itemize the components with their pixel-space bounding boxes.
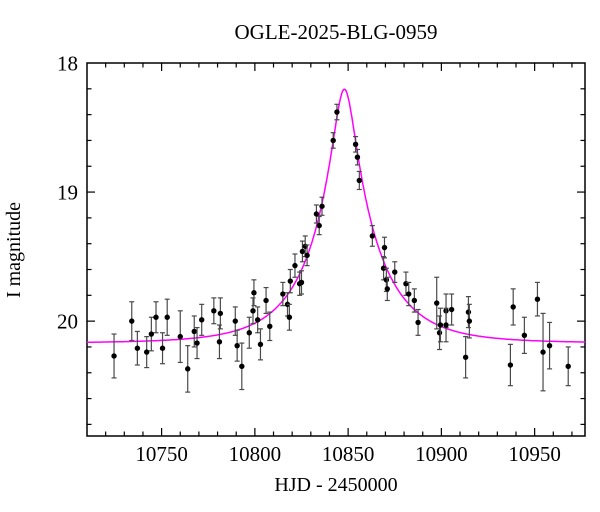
- data-point: [534, 296, 541, 302]
- data-point: [354, 154, 361, 160]
- data-point: [521, 332, 528, 339]
- data-point: [239, 363, 245, 370]
- data-point: [437, 322, 444, 328]
- data-point: [313, 211, 320, 217]
- data-point: [298, 279, 305, 286]
- data-point: [263, 297, 269, 304]
- data-point: [199, 317, 205, 323]
- x-axis-label: HJD - 2450000: [274, 474, 397, 496]
- data-point: [280, 291, 286, 297]
- data-point: [540, 349, 546, 355]
- data-point: [267, 323, 273, 329]
- data-point: [257, 341, 264, 348]
- data-point: [292, 262, 298, 269]
- x-tick-label: 10750: [135, 442, 188, 466]
- data-point: [448, 306, 455, 313]
- data-point: [330, 137, 336, 144]
- data-point: [191, 328, 197, 335]
- data-point: [462, 354, 469, 360]
- data-point: [250, 308, 256, 314]
- data-point: [164, 314, 170, 320]
- data-point: [143, 349, 150, 355]
- y-tick-label: 20: [57, 310, 78, 334]
- data-point: [316, 222, 322, 229]
- plot-frame: [86, 62, 586, 437]
- data-point: [415, 319, 421, 326]
- data-point: [369, 233, 376, 239]
- data-point: [356, 177, 363, 184]
- data-point: [159, 345, 166, 351]
- data-point: [299, 248, 306, 255]
- data-point: [406, 291, 412, 297]
- data-point: [510, 304, 516, 310]
- data-point: [286, 314, 293, 320]
- data-point: [246, 330, 252, 336]
- x-tick-label: 10850: [322, 442, 375, 466]
- data-point: [443, 322, 449, 328]
- model-curve: [87, 88, 585, 343]
- data-point: [352, 141, 359, 148]
- data-point: [148, 331, 155, 337]
- data-point: [254, 317, 261, 323]
- data-point: [465, 309, 472, 315]
- data-point: [384, 286, 390, 292]
- data-point: [129, 318, 135, 324]
- data-point: [232, 318, 238, 324]
- data-point: [565, 363, 571, 370]
- data-point: [436, 330, 443, 336]
- data-point: [466, 318, 473, 324]
- x-tick-label: 10800: [229, 442, 282, 466]
- data-point: [194, 340, 200, 346]
- data-point: [392, 269, 398, 275]
- data-point: [381, 244, 388, 251]
- x-tick-label: 10900: [415, 442, 468, 466]
- data-point: [319, 203, 325, 209]
- data-point: [177, 333, 183, 340]
- data-point: [380, 265, 387, 271]
- data-point: [153, 314, 159, 320]
- x-tick-label: 10950: [508, 442, 561, 466]
- data-point: [287, 278, 294, 284]
- data-point: [185, 366, 191, 372]
- data-point: [334, 109, 340, 115]
- data-point: [507, 362, 514, 368]
- data-point: [383, 277, 390, 283]
- y-axis-label: I magnitude: [3, 202, 25, 298]
- data-point: [546, 342, 553, 349]
- data-point: [234, 342, 240, 349]
- data-point: [216, 339, 223, 345]
- data-point: [217, 310, 224, 317]
- data-point: [134, 345, 141, 351]
- y-tick-label: 19: [57, 181, 78, 205]
- data-point: [251, 290, 257, 296]
- data-point: [304, 252, 310, 259]
- data-point: [434, 300, 440, 306]
- y-tick-label: 18: [57, 52, 78, 76]
- data-point: [211, 308, 217, 314]
- chart-title: OGLE-2025-BLG-0959: [235, 20, 438, 44]
- data-point: [111, 353, 117, 359]
- plot-area: 10750 10800 10850 10900 10950 18 19 20: [57, 52, 586, 466]
- data-point: [411, 297, 418, 304]
